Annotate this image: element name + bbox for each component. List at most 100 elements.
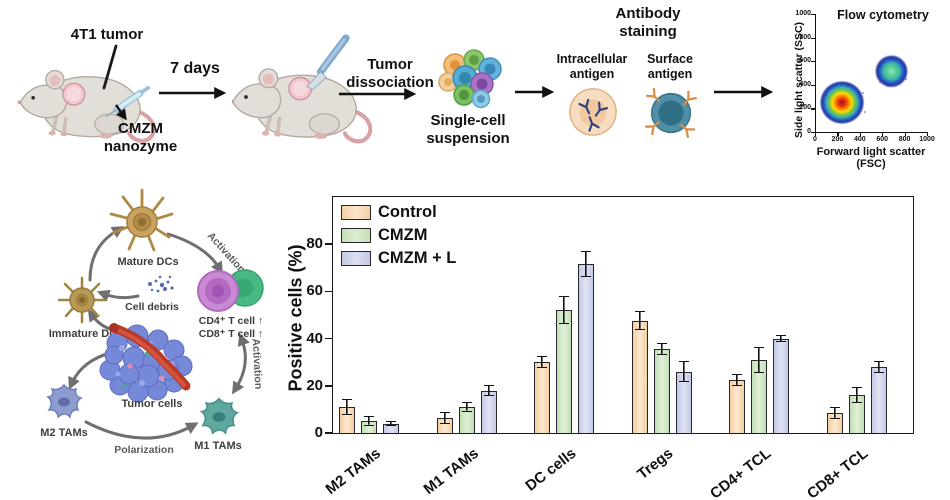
y-tick-mark <box>325 243 332 245</box>
flow-x-tick-label: 600 <box>876 136 889 143</box>
cd8-label: CD8⁺ T cell ↑ <box>199 328 263 340</box>
arrow-polarization <box>84 420 199 440</box>
flow-plot-area <box>815 14 928 133</box>
scatter-noise-dot <box>863 110 866 113</box>
mouse-eye <box>31 95 35 100</box>
activation-dc-label: Activation <box>205 230 248 276</box>
flow-x-tick-mark <box>927 132 929 136</box>
category-label: Tregs <box>634 444 677 483</box>
m1-tam-icon <box>199 397 240 436</box>
dissociation-label: Tumor dissociation <box>346 56 434 91</box>
surface-cell-icon <box>644 87 697 139</box>
category-label: DC cells <box>522 444 580 495</box>
y-tick-label: 60 <box>306 282 323 300</box>
days-label: 7 days <box>170 60 220 77</box>
m2-tams-label: M2 TAMs <box>40 427 87 439</box>
flow-x-tick-label: 200 <box>831 136 844 143</box>
arrow-to-staining <box>515 86 555 98</box>
category-label: M2 TAMs <box>322 444 385 499</box>
scatter-noise-dot <box>902 63 905 66</box>
flow-y-tick-mark <box>811 61 815 63</box>
flow-x-tick-mark <box>882 132 884 136</box>
error-bar <box>754 346 764 373</box>
arrow-activation-m1 <box>231 332 250 395</box>
density-blob-second-population <box>874 54 908 89</box>
flow-x-tick-mark <box>904 132 906 136</box>
bar-CMZM+L-DCcells <box>578 264 594 433</box>
error-bar <box>483 384 494 397</box>
scatter-noise-dot <box>904 78 907 81</box>
flow-x-tick-mark <box>837 132 839 136</box>
scatter-noise-dot <box>879 80 882 83</box>
flow-title: Flow cytometry <box>837 8 929 22</box>
polarization-label: Polarization <box>114 444 174 456</box>
arrow-to-flow <box>714 86 774 98</box>
tumor-cells-label: Tumor cells <box>122 398 183 410</box>
flow-y-tick-mark <box>811 37 815 39</box>
surface-antibody-glyphs <box>644 87 697 139</box>
immature-dc-icon <box>57 276 107 324</box>
error-bar <box>386 421 396 426</box>
error-bar <box>559 296 569 325</box>
bar-Control-Tregs <box>631 320 648 433</box>
flow-y-tick-label: 200 <box>799 104 811 112</box>
mature-dc-icon <box>109 188 174 252</box>
flow-x-tick-mark <box>859 132 861 136</box>
surface-label: Surface antigen <box>647 52 693 81</box>
chart-legend: Control CMZM CMZM + L <box>341 203 456 272</box>
activation-m1-label: Activation <box>250 338 265 389</box>
legend-row: Control <box>341 203 456 222</box>
error-bar <box>364 416 374 426</box>
flow-y-tick-mark <box>811 108 815 110</box>
error-bar <box>776 335 786 343</box>
category-label: M1 TAMs <box>420 444 482 499</box>
error-bar <box>829 407 840 419</box>
bar-Control-DCcells <box>534 362 550 433</box>
flow-y-tick-label: 800 <box>799 33 811 41</box>
arrow-mature-to-tcells <box>166 232 223 275</box>
scatter-noise-dot <box>887 85 890 88</box>
mature-dcs-label: Mature DCs <box>117 256 178 268</box>
scalpel-icon <box>305 34 350 91</box>
bar-CMZM+L-CD8+TCL <box>870 366 887 433</box>
mouse-2-icon <box>232 34 372 144</box>
error-bar <box>537 356 547 369</box>
error-bar <box>634 311 645 331</box>
mouse-nose <box>17 100 22 105</box>
flow-x-tick-label: 1000 <box>919 136 935 143</box>
legend-row: CMZM + L <box>341 249 456 268</box>
flow-y-tick-mark <box>811 14 815 16</box>
error-bar <box>678 361 689 383</box>
nanozyme-label: CMZM nanozyme <box>103 120 178 155</box>
category-label: CD4+ TCL <box>706 444 775 500</box>
y-tick-mark <box>325 432 332 434</box>
legend-row: CMZM <box>341 226 456 245</box>
flow-cytometry-panel: Flow cytometry Side light scatter (SSC) … <box>785 2 948 170</box>
tumor-pointer-line <box>102 44 118 90</box>
error-bar <box>461 402 472 412</box>
mouse-legs <box>51 115 68 135</box>
flow-x-tick-label: 0 <box>813 136 817 143</box>
y-tick-label: 0 <box>314 424 323 441</box>
suspension-label: Single-cell suspension <box>426 112 510 147</box>
error-bar <box>851 386 862 404</box>
nanozyme-pointer-arrow <box>115 104 127 121</box>
error-bar <box>732 374 742 386</box>
cell-debris-label: Cell debris <box>125 301 179 313</box>
flow-y-tick-label: 1000 <box>795 10 811 17</box>
tumor-label: 4T1 tumor <box>70 26 144 43</box>
y-tick-label: 80 <box>306 235 323 253</box>
scatter-noise-dot <box>838 119 841 122</box>
m2-tam-icon <box>46 383 83 419</box>
error-bar <box>873 361 884 373</box>
flow-x-axis-label: Forward light scatter (FSC) <box>816 146 926 170</box>
cell-cluster-icon <box>438 49 502 109</box>
flow-y-tick-mark <box>811 84 815 86</box>
mouse-tail <box>127 107 156 143</box>
flow-y-tick-label: 0 <box>807 128 811 135</box>
error-bar <box>439 411 450 424</box>
scatter-noise-dot <box>861 92 864 95</box>
legend-swatch <box>341 205 371 220</box>
y-tick-mark <box>325 337 332 340</box>
scatter-noise-dot <box>825 94 828 97</box>
